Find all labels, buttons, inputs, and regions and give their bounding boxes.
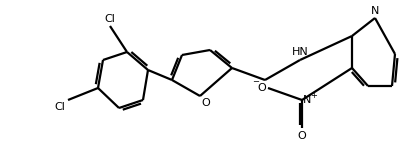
Text: N: N: [303, 95, 311, 105]
Text: HN: HN: [292, 47, 308, 57]
Text: O: O: [257, 83, 266, 93]
Text: O: O: [201, 98, 210, 108]
Text: O: O: [298, 131, 306, 141]
Text: N: N: [371, 6, 379, 16]
Text: Cl: Cl: [54, 102, 65, 112]
Text: −: −: [252, 77, 259, 87]
Text: Cl: Cl: [105, 14, 116, 24]
Text: +: +: [310, 91, 317, 99]
